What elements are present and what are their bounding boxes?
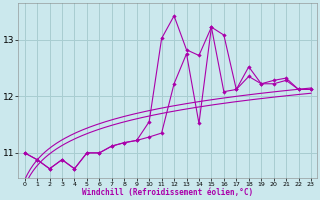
X-axis label: Windchill (Refroidissement éolien,°C): Windchill (Refroidissement éolien,°C) — [82, 188, 253, 197]
